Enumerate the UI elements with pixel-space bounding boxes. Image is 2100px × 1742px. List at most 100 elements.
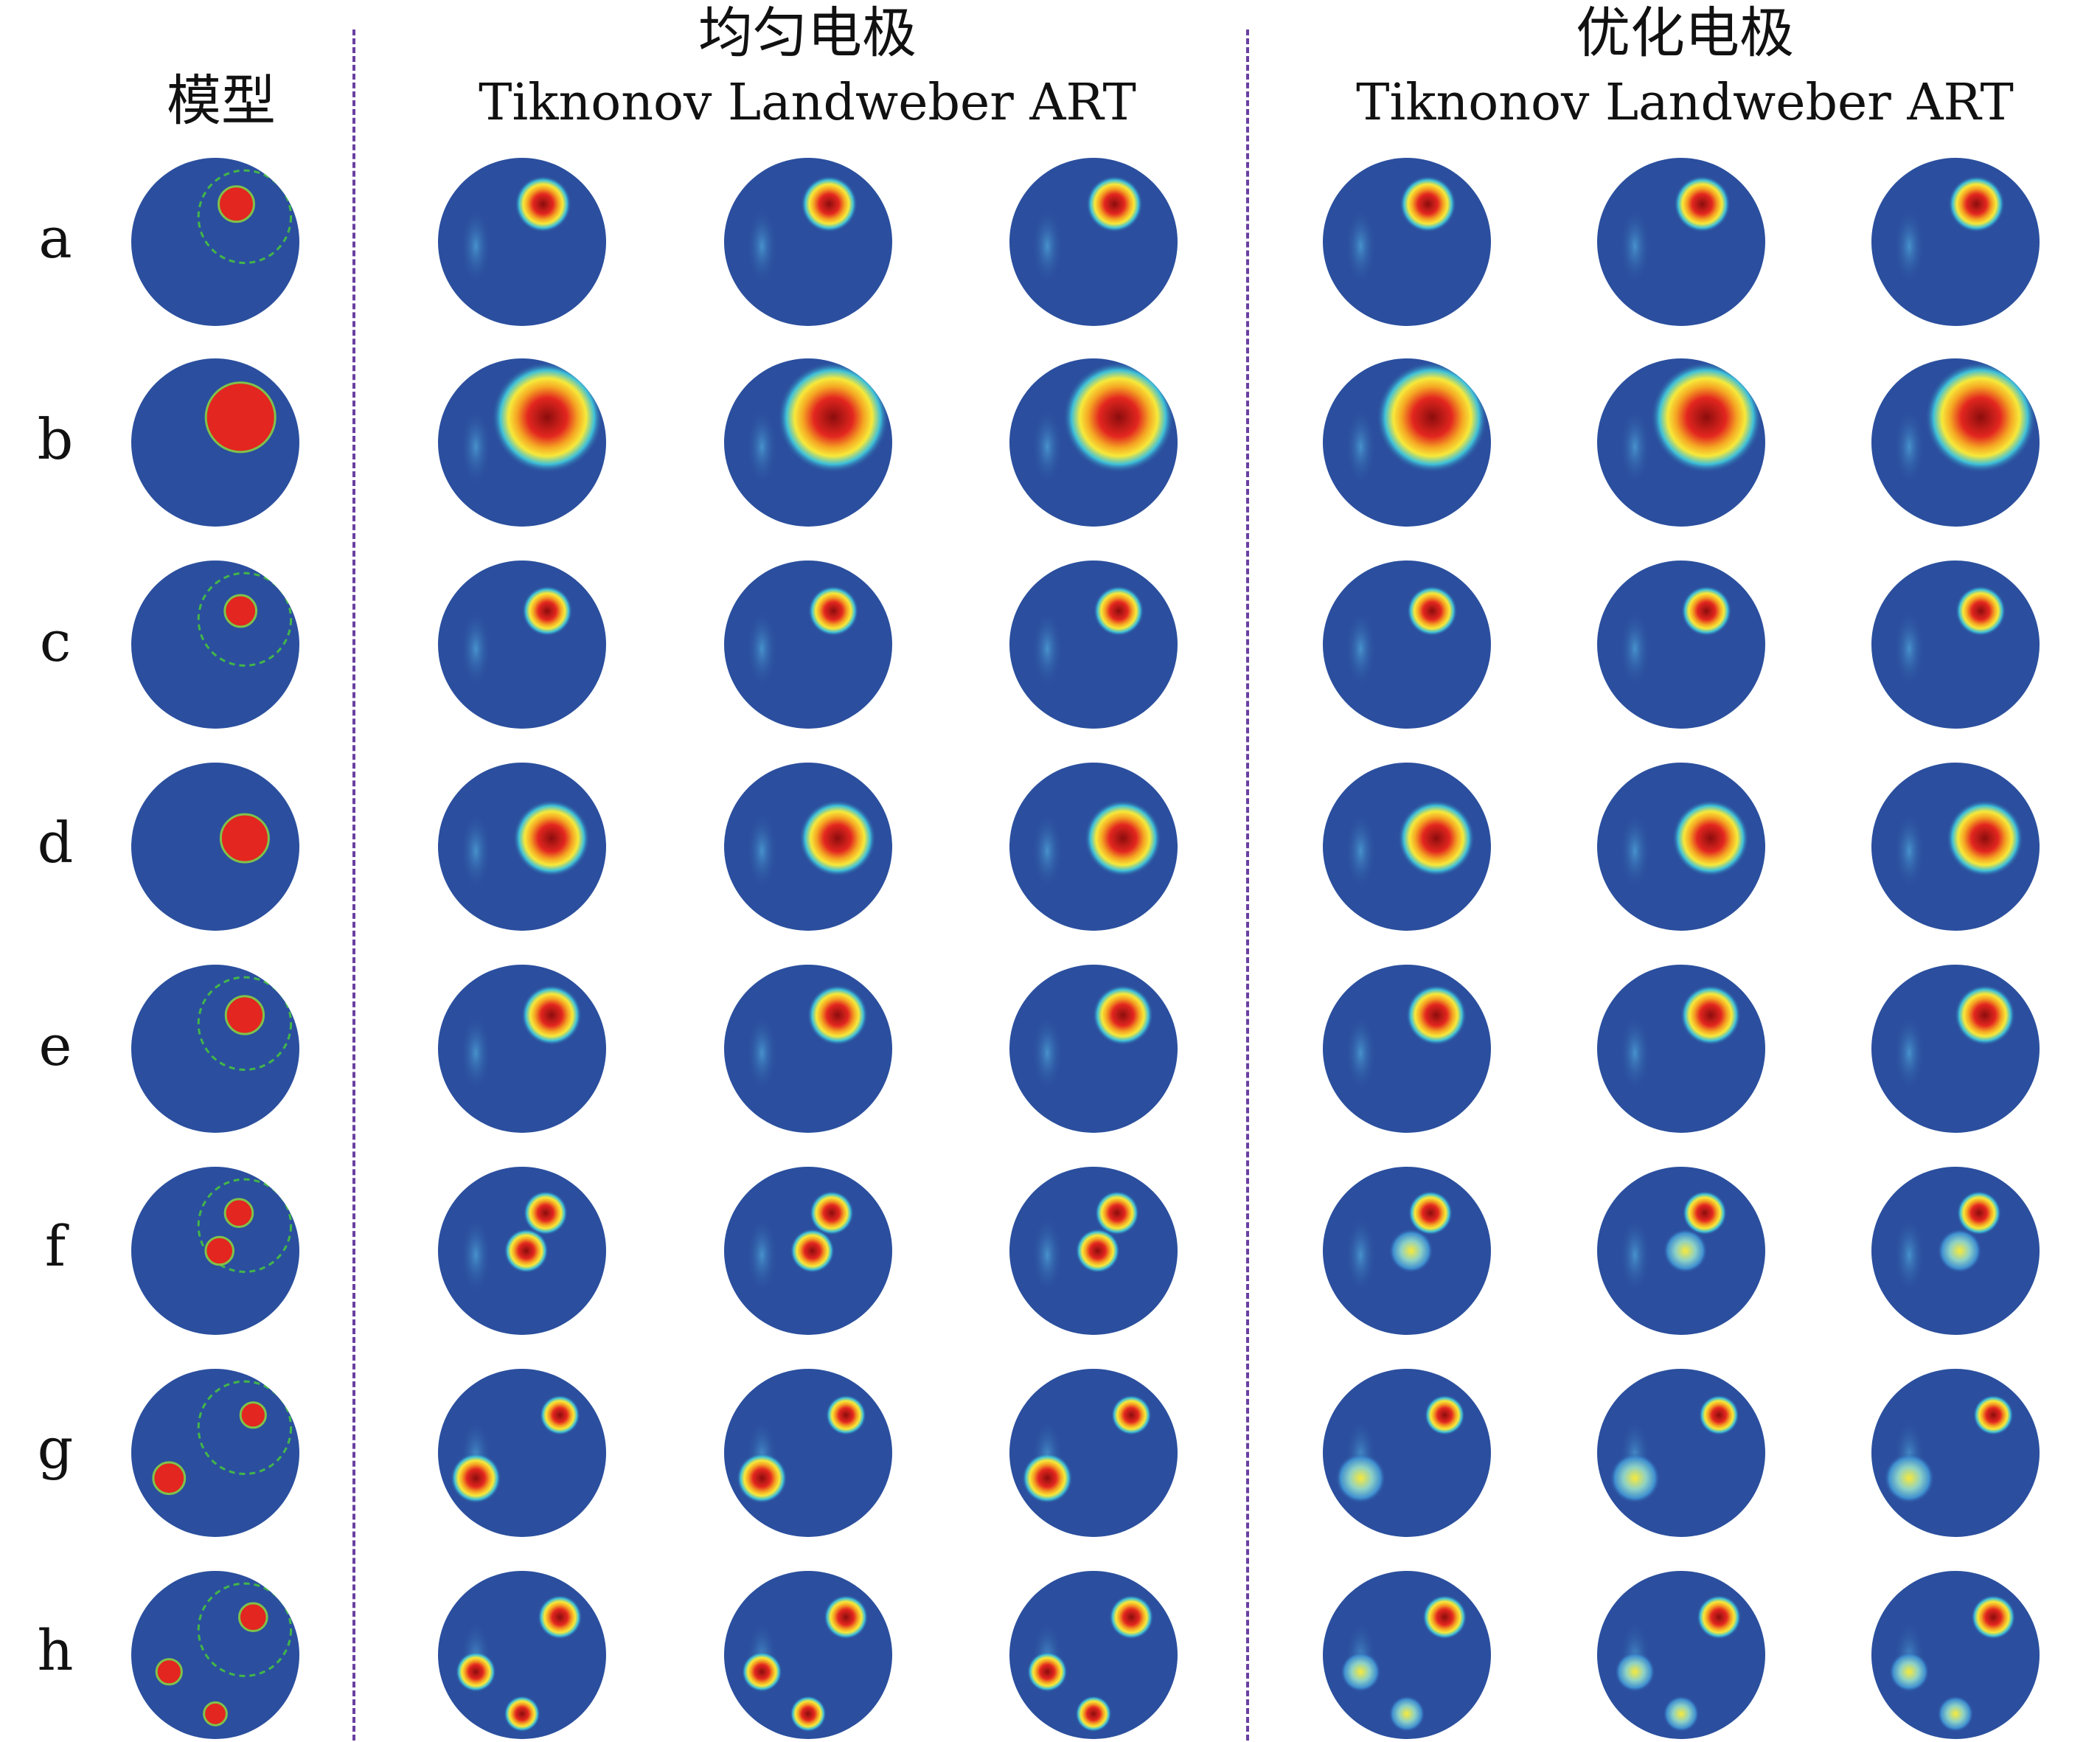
panel-c-uniform-art: [1009, 561, 1178, 729]
hotspot-0: [515, 176, 571, 233]
panel-g-model: [131, 1369, 299, 1537]
artifact: [1619, 813, 1650, 889]
hotspot-0: [1400, 176, 1456, 233]
artifact: [1032, 1217, 1063, 1293]
object-0: [219, 813, 270, 864]
hotspot-0: [1946, 799, 2023, 877]
guide-circle: [197, 1380, 293, 1476]
guide-circle: [197, 976, 293, 1072]
panel-e-model: [131, 965, 299, 1133]
row-label-c: c: [39, 608, 72, 674]
hotspot-0: [491, 361, 603, 473]
hotspot-0: [1407, 586, 1458, 636]
hotspot-0: [523, 1190, 569, 1235]
panel-b-model: [131, 358, 299, 527]
object-0: [239, 1401, 267, 1429]
panel-c-optimized-art: [1871, 561, 2040, 729]
hotspot-0: [512, 799, 590, 877]
panel-e-optimized-tiknonov: [1323, 965, 1491, 1133]
row-label-a: a: [38, 205, 72, 271]
optimized-electrode-title: 优化电极: [1576, 1, 1794, 65]
hotspot-0: [539, 1395, 580, 1436]
hotspot-0: [1086, 176, 1143, 233]
artifact: [746, 813, 777, 889]
object-0: [224, 995, 265, 1035]
artifact: [746, 208, 777, 285]
hotspot-0: [1397, 799, 1475, 877]
hotspot-1: [1884, 1453, 1935, 1504]
panel-a-uniform-landweber: [724, 158, 892, 326]
hotspot-0: [1424, 1395, 1465, 1436]
hotspot-0: [1422, 1594, 1467, 1639]
artifact: [1894, 813, 1925, 889]
artifact: [1894, 611, 1925, 687]
panel-b-optimized-tiknonov: [1323, 358, 1491, 527]
artifact: [1345, 208, 1376, 285]
uniform-electrode-title: 均匀电极: [698, 1, 917, 65]
panel-d-uniform-art: [1009, 763, 1178, 931]
uniform-methods-label: Tiknonov Landweber ART: [479, 74, 1136, 132]
disk: [131, 1369, 299, 1537]
artifact: [746, 409, 777, 485]
artifact: [1894, 1015, 1925, 1091]
hotspot-0: [1972, 1395, 2014, 1436]
panel-f-optimized-landweber: [1597, 1167, 1765, 1335]
artifact: [1345, 409, 1376, 485]
panel-h-optimized-tiknonov: [1323, 1571, 1491, 1739]
panel-f-uniform-landweber: [724, 1167, 892, 1335]
panel-h-optimized-landweber: [1597, 1571, 1765, 1739]
panel-g-uniform-art: [1009, 1369, 1178, 1537]
object-2: [203, 1701, 228, 1727]
hotspot-0: [824, 1594, 869, 1639]
hotspot-0: [1094, 586, 1144, 636]
hotspot-1: [1888, 1651, 1930, 1693]
model-column-title: 模型: [167, 69, 276, 133]
hotspot-0: [522, 586, 573, 636]
disk: [131, 561, 299, 729]
artifact: [1032, 813, 1063, 889]
hotspot-0: [801, 176, 858, 233]
panel-f-optimized-tiknonov: [1323, 1167, 1491, 1335]
panel-f-uniform-art: [1009, 1167, 1178, 1335]
panel-f-optimized-art: [1871, 1167, 2040, 1335]
row-label-b: b: [37, 406, 74, 472]
hotspot-0: [1376, 361, 1488, 473]
hotspot-1: [1663, 1228, 1708, 1274]
guide-circle: [197, 1582, 293, 1678]
artifact: [460, 813, 491, 889]
hotspot-0: [1084, 799, 1161, 877]
hotspot-2: [1663, 1696, 1700, 1732]
object-0: [223, 594, 258, 628]
hotspot-1: [1075, 1228, 1120, 1274]
hotspot-0: [1698, 1395, 1739, 1436]
hotspot-2: [1075, 1696, 1112, 1732]
guide-circle: [197, 169, 293, 264]
hotspot-2: [790, 1696, 827, 1732]
hotspot-0: [1672, 799, 1749, 877]
object-0: [237, 1602, 268, 1633]
disk: [131, 965, 299, 1133]
hotspot-0: [809, 1190, 855, 1235]
panel-b-optimized-landweber: [1597, 358, 1765, 527]
divider-left: [352, 30, 355, 1741]
panel-b-uniform-tiknonov: [438, 358, 606, 527]
hotspot-0: [777, 361, 889, 473]
artifact: [1345, 611, 1376, 687]
hotspot-0: [1955, 586, 2006, 636]
hotspot-1: [1340, 1651, 1381, 1693]
hotspot-1: [790, 1228, 835, 1274]
row-label-d: d: [37, 810, 74, 875]
artifact: [1345, 813, 1376, 889]
guide-circle: [197, 1178, 293, 1274]
hotspot-1: [741, 1651, 782, 1693]
artifact: [460, 1015, 491, 1091]
artifact: [460, 208, 491, 285]
panel-a-optimized-landweber: [1597, 158, 1765, 326]
panel-c-model: [131, 561, 299, 729]
hotspot-0: [1956, 1190, 2002, 1235]
object-0: [204, 381, 277, 454]
divider-right: [1246, 30, 1249, 1741]
panel-g-optimized-landweber: [1597, 1369, 1765, 1537]
panel-h-uniform-tiknonov: [438, 1571, 606, 1739]
